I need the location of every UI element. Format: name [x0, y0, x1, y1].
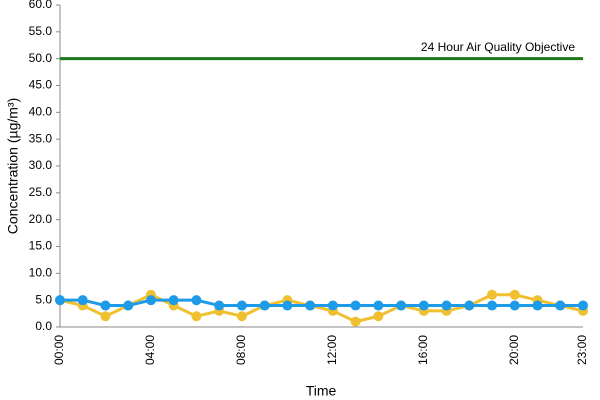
marker	[509, 300, 520, 311]
marker	[487, 289, 498, 300]
y-tick-label: 20.0	[29, 212, 53, 226]
marker	[100, 300, 111, 311]
series-line	[59, 293, 584, 324]
marker	[373, 300, 384, 311]
marker	[532, 300, 543, 311]
marker	[214, 300, 225, 311]
marker	[77, 295, 88, 306]
y-tick-label: 25.0	[29, 185, 53, 199]
marker	[259, 300, 270, 311]
y-tick-label: 55.0	[29, 24, 53, 38]
objective-label: 24 Hour Air Quality Objective	[421, 40, 575, 54]
marker	[55, 295, 65, 306]
marker	[236, 300, 247, 311]
y-tick-label: 45.0	[29, 78, 53, 92]
marker	[396, 300, 407, 311]
x-tick-label: 20:00	[507, 335, 521, 365]
marker	[350, 300, 361, 311]
x-tick-label: 00:00	[52, 335, 66, 365]
y-tick-label: 60.0	[29, 0, 53, 11]
x-tick-label: 08:00	[234, 335, 248, 365]
marker	[373, 311, 384, 322]
marker	[578, 300, 588, 311]
marker	[282, 300, 293, 311]
y-tick-label: 50.0	[29, 51, 53, 65]
marker	[441, 300, 452, 311]
marker	[100, 311, 111, 322]
x-tick-label: 12:00	[325, 335, 339, 365]
x-tick-label: 16:00	[416, 335, 430, 365]
y-tick-label: 0.0	[35, 319, 52, 333]
marker	[555, 300, 566, 311]
marker	[509, 289, 520, 300]
marker	[191, 295, 202, 306]
marker	[418, 300, 429, 311]
y-tick-label: 30.0	[29, 158, 53, 172]
marker	[236, 311, 247, 322]
marker	[191, 311, 202, 322]
x-tick-label: 23:00	[575, 335, 589, 365]
x-tick-label: 04:00	[143, 335, 157, 365]
y-tick-label: 15.0	[29, 239, 53, 253]
y-tick-label: 10.0	[29, 266, 53, 280]
marker	[464, 300, 475, 311]
x-axis-title: Time	[306, 383, 337, 399]
marker	[145, 295, 156, 306]
y-tick-label: 5.0	[35, 292, 52, 306]
marker	[350, 316, 361, 327]
marker	[327, 300, 338, 311]
marker	[123, 300, 134, 311]
y-tick-label: 35.0	[29, 131, 53, 145]
marker	[168, 295, 179, 306]
y-axis-title: Concentration (µg/m³)	[5, 98, 21, 234]
y-tick-label: 40.0	[29, 105, 53, 119]
marker	[305, 300, 316, 311]
marker	[487, 300, 498, 311]
